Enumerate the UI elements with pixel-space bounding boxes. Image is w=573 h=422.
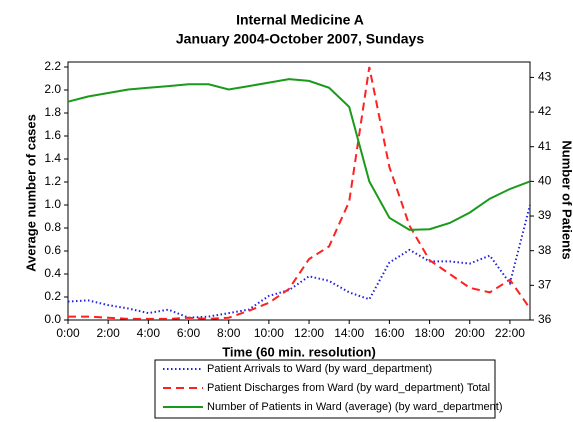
x-tick-label: 10:00 — [254, 326, 284, 340]
legend-label: Number of Patients in Ward (average) (by… — [207, 401, 503, 413]
y-tick-label: 0.4 — [44, 266, 61, 280]
y2-axis-title: Number of Patients — [560, 140, 573, 259]
y2-tick-label: 38 — [538, 243, 552, 257]
x-tick-label: 8:00 — [217, 326, 241, 340]
y-tick-label: 1.2 — [44, 174, 61, 188]
x-axis-title: Time (60 min. resolution) — [222, 344, 376, 359]
y-tick-label: 2.0 — [44, 82, 61, 96]
series-line — [67, 204, 531, 319]
x-tick-label: 6:00 — [177, 326, 201, 340]
y-tick-label: 1.0 — [44, 197, 61, 211]
y2-tick-label: 43 — [538, 70, 552, 84]
y2-tick-label: 42 — [538, 104, 552, 118]
y2-tick-label: 41 — [538, 139, 552, 153]
y2-tick-label: 40 — [538, 174, 552, 188]
y2-tick-label: 39 — [538, 208, 552, 222]
plot-area — [67, 61, 531, 321]
y-tick-label: 0.0 — [44, 312, 61, 326]
y-tick-label: 1.8 — [44, 105, 61, 119]
x-tick-label: 14:00 — [334, 326, 364, 340]
legend-label: Patient Discharges from Ward (by ward_de… — [207, 382, 490, 394]
legend-box — [154, 359, 496, 419]
y-tick-label: 0.2 — [44, 289, 61, 303]
chart-title: Internal Medicine A — [236, 12, 364, 28]
x-tick-label: 0:00 — [56, 326, 80, 340]
series-line — [67, 78, 531, 231]
x-tick-label: 16:00 — [374, 326, 404, 340]
y-tick-label: 1.6 — [44, 128, 61, 142]
series-line — [68, 66, 531, 320]
chart-subtitle: January 2004-October 2007, Sundays — [176, 31, 424, 47]
x-tick-label: 18:00 — [415, 326, 445, 340]
y2-tick-label: 37 — [538, 278, 552, 292]
x-tick-label: 4:00 — [137, 326, 161, 340]
y2-tick-label: 36 — [538, 312, 552, 326]
y-tick-label: 0.6 — [44, 243, 61, 257]
x-tick-label: 22:00 — [495, 326, 525, 340]
legend-label: Patient Arrivals to Ward (by ward_depart… — [207, 363, 432, 375]
x-tick-label: 2:00 — [96, 326, 120, 340]
y-axis-title: Average number of cases — [23, 114, 38, 272]
y-tick-label: 0.8 — [44, 220, 61, 234]
x-tick-label: 20:00 — [455, 326, 485, 340]
x-tick-label: 12:00 — [294, 326, 324, 340]
y-tick-label: 2.2 — [44, 59, 61, 73]
y-tick-label: 1.4 — [44, 151, 61, 165]
